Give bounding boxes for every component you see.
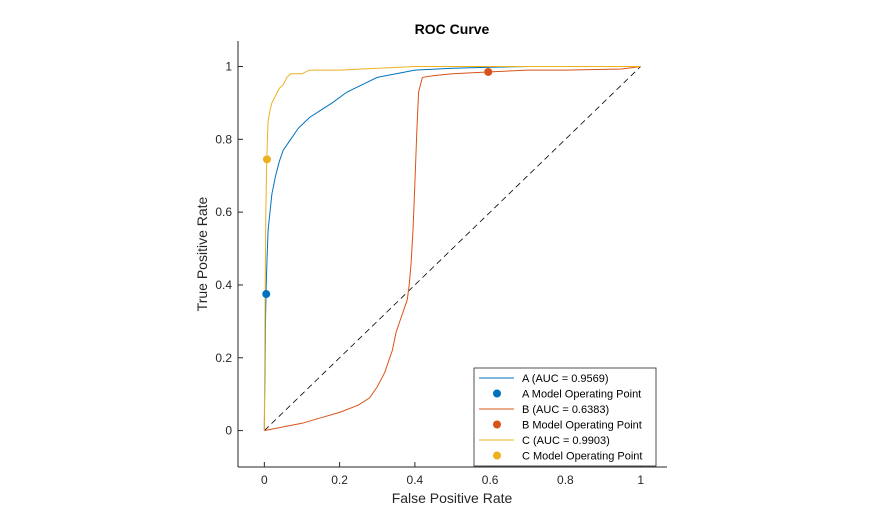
- legend-swatch-marker: [493, 420, 501, 429]
- y-tick-label: 0.8: [215, 132, 232, 146]
- plot-layer: [262, 66, 641, 432]
- legend-label: C (AUC = 0.9903): [522, 435, 610, 447]
- legend-swatch-marker: [493, 451, 501, 460]
- series-line-a: [263, 66, 641, 431]
- operating-point-c: [262, 155, 271, 164]
- series-line-b: [264, 66, 641, 432]
- operating-point-a: [262, 290, 271, 299]
- x-tick-label: 0.4: [407, 473, 424, 487]
- x-tick-label: 0: [261, 473, 268, 487]
- diagonal-reference-line: [264, 66, 641, 431]
- x-tick-label: 0.8: [557, 473, 574, 487]
- y-tick-label: 1: [225, 59, 232, 73]
- y-tick-label: 0: [225, 424, 232, 438]
- operating-point-b: [484, 67, 493, 76]
- y-tick-label: 0.2: [215, 351, 232, 365]
- legend-label: B Model Operating Point: [522, 420, 642, 432]
- legend-swatch-marker: [493, 389, 501, 398]
- x-axis-title: False Positive Rate: [392, 490, 513, 506]
- x-tick-label: 0.2: [331, 473, 348, 487]
- legend: A (AUC = 0.9569) A Model Operating Point B…: [473, 367, 657, 467]
- chart-title: ROC Curve: [415, 21, 490, 37]
- legend-label: A Model Operating Point: [522, 389, 641, 401]
- legend-label: A (AUC = 0.9569): [522, 373, 609, 385]
- x-tick-label: 1: [637, 473, 644, 487]
- legend-box: [473, 367, 657, 467]
- legend-label: C Model Operating Point: [522, 451, 642, 463]
- x-tick-label: 0.6: [482, 473, 499, 487]
- y-tick-label: 0.4: [215, 278, 232, 292]
- y-tick-label: 0.6: [215, 205, 232, 219]
- legend-label: B (AUC = 0.6383): [522, 404, 609, 416]
- y-axis-title: True Positive Rate: [194, 196, 210, 311]
